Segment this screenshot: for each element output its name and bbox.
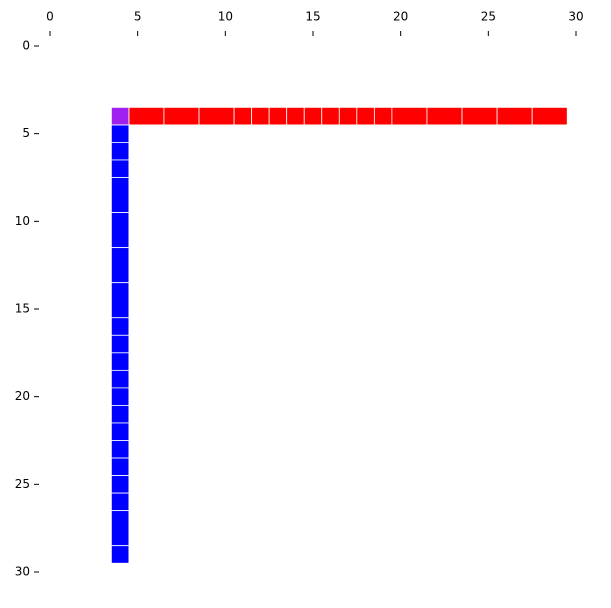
segment <box>110 212 130 249</box>
x-tick-label: 10 <box>218 10 233 24</box>
segment <box>531 106 568 126</box>
segment <box>303 106 323 126</box>
segment <box>110 177 130 213</box>
segment <box>110 405 130 424</box>
segment <box>110 510 130 547</box>
segment <box>356 106 375 126</box>
segment <box>163 106 200 126</box>
x-tick-label: 20 <box>393 10 408 24</box>
segment <box>110 440 130 459</box>
segment <box>110 475 130 494</box>
y-tick-label: 0 <box>22 39 30 53</box>
segment <box>110 387 130 406</box>
y-tick-label: 30 <box>15 565 30 579</box>
segment <box>110 369 130 389</box>
segment <box>461 106 498 126</box>
segment <box>128 106 165 126</box>
segment <box>110 545 130 564</box>
x-tick-label: 0 <box>46 10 54 24</box>
segment <box>110 124 130 143</box>
x-tick-label: 5 <box>134 10 142 24</box>
segment <box>426 106 463 126</box>
y-tick-label: 20 <box>15 389 30 403</box>
segment <box>198 106 235 126</box>
segment <box>110 422 130 441</box>
x-tick-label: 30 <box>568 10 583 24</box>
y-tick-label: 5 <box>22 126 30 140</box>
segment <box>110 492 130 512</box>
segment <box>110 159 130 178</box>
segment <box>110 352 130 371</box>
segment <box>251 106 270 126</box>
segment <box>110 457 130 476</box>
segment <box>110 317 130 336</box>
segment <box>373 106 393 126</box>
segment <box>496 106 533 126</box>
y-tick-label: 25 <box>15 477 30 491</box>
segment <box>286 106 305 126</box>
cell <box>110 106 130 126</box>
x-tick-label: 15 <box>305 10 320 24</box>
segment <box>321 106 340 126</box>
segment <box>110 142 130 161</box>
segment <box>338 106 358 126</box>
segment <box>268 106 288 126</box>
segment <box>110 282 130 319</box>
segment <box>110 247 130 284</box>
y-tick-label: 15 <box>15 302 30 316</box>
segment <box>110 334 130 354</box>
segment <box>391 106 428 126</box>
segment <box>233 106 253 126</box>
y-tick-label: 10 <box>15 214 30 228</box>
x-tick-label: 25 <box>481 10 496 24</box>
